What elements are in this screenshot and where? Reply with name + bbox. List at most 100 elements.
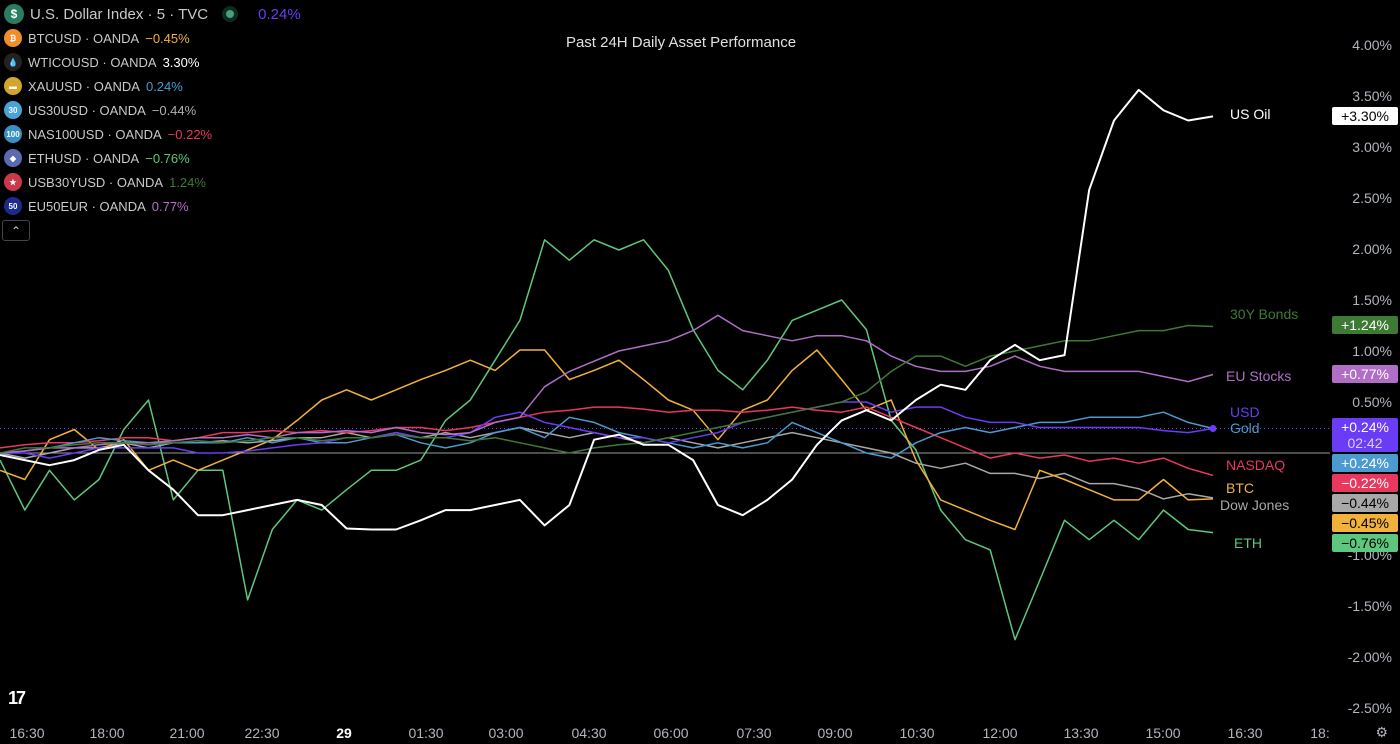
y-tick-label: 0.50% (1352, 394, 1392, 410)
x-tick-label: 07:30 (736, 725, 772, 741)
badge-value: −0.22% (1341, 475, 1389, 491)
y-tick-label: 4.00% (1352, 37, 1392, 53)
dollar-icon: $ (4, 4, 24, 24)
legend: $ U.S. Dollar Index · 5 · TVC 0.24% ₿ BTC… (4, 2, 301, 218)
legend-value: −0.76% (145, 150, 190, 166)
bitcoin-icon: ₿ (4, 29, 22, 47)
legend-label: USB30YUSD · OANDA (28, 174, 164, 190)
legend-main[interactable]: $ U.S. Dollar Index · 5 · TVC 0.24% (4, 2, 301, 26)
legend-item[interactable]: ★ USB30YUSD · OANDA 1.24% (4, 170, 301, 194)
legend-value: −0.22% (167, 126, 213, 142)
price-badge-usd: +0.24% 02:42 (1332, 418, 1398, 452)
series-label-us-oil: US Oil (1230, 106, 1271, 122)
series-line-btc (0, 349, 1214, 531)
market-status-icon (222, 6, 239, 22)
settings-gear-icon[interactable]: ⚙ (1375, 724, 1388, 740)
legend-item[interactable]: ◆ ETHUSD · OANDA −0.76% (4, 146, 301, 170)
series-label-nasdaq: NASDAQ (1226, 457, 1286, 473)
price-badge-nasdaq: −0.22% (1332, 474, 1398, 492)
x-tick-label: 29 (336, 725, 352, 741)
price-badge-eu-stocks: +0.77% (1332, 365, 1398, 383)
badge-value: −0.76% (1341, 535, 1389, 551)
x-tick-label: 06:00 (653, 725, 689, 741)
badge-value: −0.44% (1341, 495, 1389, 511)
x-tick-label: 21:00 (169, 725, 205, 741)
series-line-us-oil (0, 88, 1214, 531)
legend-label: BTCUSD · OANDA (28, 30, 140, 46)
badge-value: +3.30% (1341, 108, 1389, 124)
x-tick-label: 12:00 (982, 725, 1018, 741)
price-badge-btc: −0.45% (1332, 514, 1398, 532)
chart-title: Past 24H Daily Asset Performance (565, 34, 797, 51)
badge-value: +1.24% (1341, 317, 1389, 333)
badge-value: +0.24% (1341, 419, 1389, 435)
bar-countdown: 02:42 (1347, 435, 1383, 451)
y-tick-label: 1.00% (1352, 343, 1392, 359)
badge-value: +0.24% (1341, 455, 1389, 471)
series-line-eth (0, 239, 1214, 641)
legend-label: EU50EUR · OANDA (28, 198, 146, 214)
series-label-dow-jones: Dow Jones (1220, 497, 1290, 513)
legend-label: ETHUSD · OANDA (28, 150, 140, 166)
y-tick-label: -2.50% (1347, 700, 1392, 716)
x-tick-label: 03:00 (488, 725, 524, 741)
series-label-eth: ETH (1234, 535, 1262, 551)
eu50-icon: 50 (4, 197, 22, 215)
legend-item[interactable]: 💧 WTICOUSD · OANDA 3.30% (4, 50, 301, 74)
price-badge-us-oil: +3.30% (1332, 107, 1398, 125)
us-flag-icon: ★ (4, 173, 22, 191)
legend-label: NAS100USD · OANDA (28, 126, 162, 142)
legend-item[interactable]: 50 EU50EUR · OANDA 0.77% (4, 194, 301, 218)
price-badge-gold: +0.24% (1332, 454, 1398, 472)
x-tick-label: 13:30 (1063, 725, 1099, 741)
series-label-eu-stocks: EU Stocks (1226, 368, 1292, 384)
x-tick-label: 18:00 (89, 725, 125, 741)
y-tick-label: 2.50% (1352, 190, 1392, 206)
y-tick-label: 1.50% (1352, 292, 1392, 308)
legend-item[interactable]: ₿ BTCUSD · OANDA −0.45% (4, 26, 301, 50)
series-label-30y-bonds: 30Y Bonds (1230, 306, 1299, 322)
legend-label: U.S. Dollar Index · 5 · TVC (30, 5, 209, 23)
x-tick-label: 10:30 (899, 725, 935, 741)
tradingview-logo[interactable]: 17 (8, 688, 26, 708)
x-tick-label: 15:00 (1145, 725, 1181, 741)
price-badge-eth: −0.76% (1332, 534, 1398, 552)
legend-value: 3.30% (162, 54, 200, 70)
price-badge-30y-bonds: +1.24% (1332, 316, 1398, 334)
nas100-icon: 100 (4, 125, 22, 143)
x-tick-label: 16:30 (1227, 725, 1263, 741)
collapse-legend-button[interactable]: ⌃ (2, 220, 30, 241)
y-tick-label: -2.00% (1347, 649, 1392, 665)
legend-item[interactable]: 30 US30USD · OANDA −0.44% (4, 98, 301, 122)
x-tick-label: 09:00 (817, 725, 853, 741)
oil-drop-icon: 💧 (4, 53, 22, 71)
series-label-gold: Gold (1230, 420, 1260, 436)
series-label-btc: BTC (1226, 480, 1254, 496)
legend-label: WTICOUSD · OANDA (28, 54, 157, 70)
gold-bars-icon: ▬ (4, 77, 22, 95)
legend-value: −0.44% (151, 102, 197, 118)
us30-icon: 30 (4, 101, 22, 119)
price-badge-dow-jones: −0.44% (1332, 494, 1398, 512)
x-tick-label: 16:30 (9, 725, 45, 741)
x-tick-label: 18: (1310, 725, 1330, 741)
legend-value: 0.77% (151, 198, 189, 214)
y-tick-label: 3.50% (1352, 88, 1392, 104)
legend-value: 1.24% (169, 174, 206, 190)
legend-value: 0.24% (145, 78, 183, 94)
series-line-usd (0, 401, 1214, 459)
x-tick-label: 01:30 (408, 725, 444, 741)
y-tick-label: 3.00% (1352, 139, 1392, 155)
series-line-nasdaq (0, 406, 1214, 477)
legend-item[interactable]: 100 NAS100USD · OANDA −0.22% (4, 122, 301, 146)
badge-value: +0.77% (1341, 366, 1389, 382)
legend-item[interactable]: ▬ XAUUSD · OANDA 0.24% (4, 74, 301, 98)
y-tick-label: 2.00% (1352, 241, 1392, 257)
series-label-usd: USD (1230, 404, 1260, 420)
series-line-gold (0, 411, 1214, 459)
legend-value: 0.24% (258, 5, 301, 23)
legend-label: US30USD · OANDA (28, 102, 146, 118)
x-tick-label: 22:30 (244, 725, 280, 741)
x-tick-label: 04:30 (571, 725, 607, 741)
